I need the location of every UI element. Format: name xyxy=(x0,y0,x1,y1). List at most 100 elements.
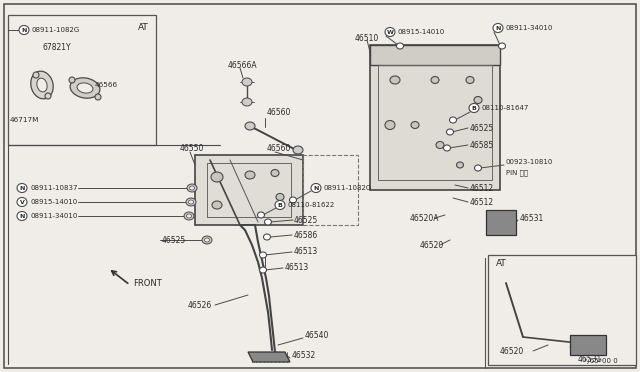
Text: N: N xyxy=(495,26,500,31)
Bar xyxy=(488,255,636,365)
Text: V: V xyxy=(20,199,24,205)
Text: 08911-10837: 08911-10837 xyxy=(30,185,77,191)
Bar xyxy=(8,15,156,145)
Text: 46531: 46531 xyxy=(520,214,544,222)
Text: PIN ピン: PIN ピン xyxy=(506,170,528,176)
Text: 46540: 46540 xyxy=(305,330,330,340)
Text: 46520: 46520 xyxy=(420,241,444,250)
Text: W: W xyxy=(387,29,394,35)
Ellipse shape xyxy=(385,121,395,129)
Text: 46525: 46525 xyxy=(470,124,494,132)
Text: 46526: 46526 xyxy=(188,301,212,310)
Ellipse shape xyxy=(212,201,222,209)
Ellipse shape xyxy=(70,78,100,98)
Ellipse shape xyxy=(37,78,47,92)
Ellipse shape xyxy=(311,183,321,192)
Ellipse shape xyxy=(245,171,255,179)
Ellipse shape xyxy=(264,234,271,240)
Text: 46525: 46525 xyxy=(294,215,318,224)
Ellipse shape xyxy=(259,252,266,258)
Text: 46513: 46513 xyxy=(285,263,309,273)
Ellipse shape xyxy=(77,83,93,93)
Text: 46566: 46566 xyxy=(95,82,118,88)
Ellipse shape xyxy=(69,77,75,83)
Ellipse shape xyxy=(45,93,51,99)
Text: 46512: 46512 xyxy=(470,183,494,192)
Ellipse shape xyxy=(493,23,503,32)
Ellipse shape xyxy=(499,43,506,49)
Bar xyxy=(303,155,358,225)
Bar xyxy=(370,45,500,190)
Ellipse shape xyxy=(271,170,279,176)
Text: 08911-1082G: 08911-1082G xyxy=(31,27,79,33)
Ellipse shape xyxy=(276,193,284,201)
Ellipse shape xyxy=(17,212,27,221)
Ellipse shape xyxy=(257,212,264,218)
Text: 46585: 46585 xyxy=(470,141,494,150)
Text: 46560: 46560 xyxy=(267,108,291,116)
Ellipse shape xyxy=(385,28,395,36)
Text: B: B xyxy=(278,202,282,208)
Ellipse shape xyxy=(469,103,479,112)
Text: 46717M: 46717M xyxy=(10,117,40,123)
Ellipse shape xyxy=(466,77,474,83)
Ellipse shape xyxy=(184,212,194,220)
Text: N: N xyxy=(19,186,25,190)
Text: 46520A: 46520A xyxy=(410,214,440,222)
Text: 08110-81622: 08110-81622 xyxy=(288,202,335,208)
Ellipse shape xyxy=(187,184,197,192)
Ellipse shape xyxy=(19,26,29,35)
Text: 46531: 46531 xyxy=(578,355,602,363)
Bar xyxy=(195,155,303,225)
Text: 46586: 46586 xyxy=(294,231,318,240)
Ellipse shape xyxy=(289,197,296,203)
Text: 46566A: 46566A xyxy=(228,61,258,70)
Ellipse shape xyxy=(17,198,27,206)
Ellipse shape xyxy=(245,122,255,130)
Ellipse shape xyxy=(189,186,195,190)
Ellipse shape xyxy=(33,72,39,78)
Ellipse shape xyxy=(411,122,419,128)
Text: 46512: 46512 xyxy=(470,198,494,206)
Ellipse shape xyxy=(431,77,439,83)
Text: 46520: 46520 xyxy=(500,346,524,356)
Text: AT: AT xyxy=(496,259,507,267)
Text: 08911-1082G: 08911-1082G xyxy=(324,185,372,191)
Ellipse shape xyxy=(264,219,271,225)
Text: 46532: 46532 xyxy=(292,350,316,359)
Polygon shape xyxy=(570,335,606,355)
Text: 46550: 46550 xyxy=(180,144,204,153)
Ellipse shape xyxy=(449,117,456,123)
Ellipse shape xyxy=(390,76,400,84)
Text: 08911-34010: 08911-34010 xyxy=(30,213,77,219)
Ellipse shape xyxy=(474,165,481,171)
Ellipse shape xyxy=(242,78,252,86)
Ellipse shape xyxy=(242,98,252,106)
Ellipse shape xyxy=(275,201,285,209)
Text: 00923-10810: 00923-10810 xyxy=(506,159,554,165)
Bar xyxy=(370,45,500,65)
Text: 08915-14010: 08915-14010 xyxy=(398,29,445,35)
Text: N: N xyxy=(21,28,27,32)
Text: 46525: 46525 xyxy=(162,235,186,244)
Text: 46513: 46513 xyxy=(294,247,318,257)
Polygon shape xyxy=(486,210,516,235)
Ellipse shape xyxy=(447,129,454,135)
Ellipse shape xyxy=(189,200,193,204)
Text: 08110-81647: 08110-81647 xyxy=(482,105,529,111)
Ellipse shape xyxy=(186,198,196,206)
Ellipse shape xyxy=(202,236,212,244)
Text: B: B xyxy=(472,106,476,110)
Ellipse shape xyxy=(205,238,209,242)
Ellipse shape xyxy=(211,172,223,182)
Text: 08911-34010: 08911-34010 xyxy=(506,25,554,31)
Text: FRONT: FRONT xyxy=(133,279,162,288)
Ellipse shape xyxy=(293,146,303,154)
Ellipse shape xyxy=(397,43,403,49)
Text: 46560: 46560 xyxy=(267,144,291,153)
Ellipse shape xyxy=(456,162,463,168)
Ellipse shape xyxy=(186,214,191,218)
Text: 67821Y: 67821Y xyxy=(42,42,70,51)
Text: 46510: 46510 xyxy=(355,33,380,42)
Ellipse shape xyxy=(474,96,482,103)
